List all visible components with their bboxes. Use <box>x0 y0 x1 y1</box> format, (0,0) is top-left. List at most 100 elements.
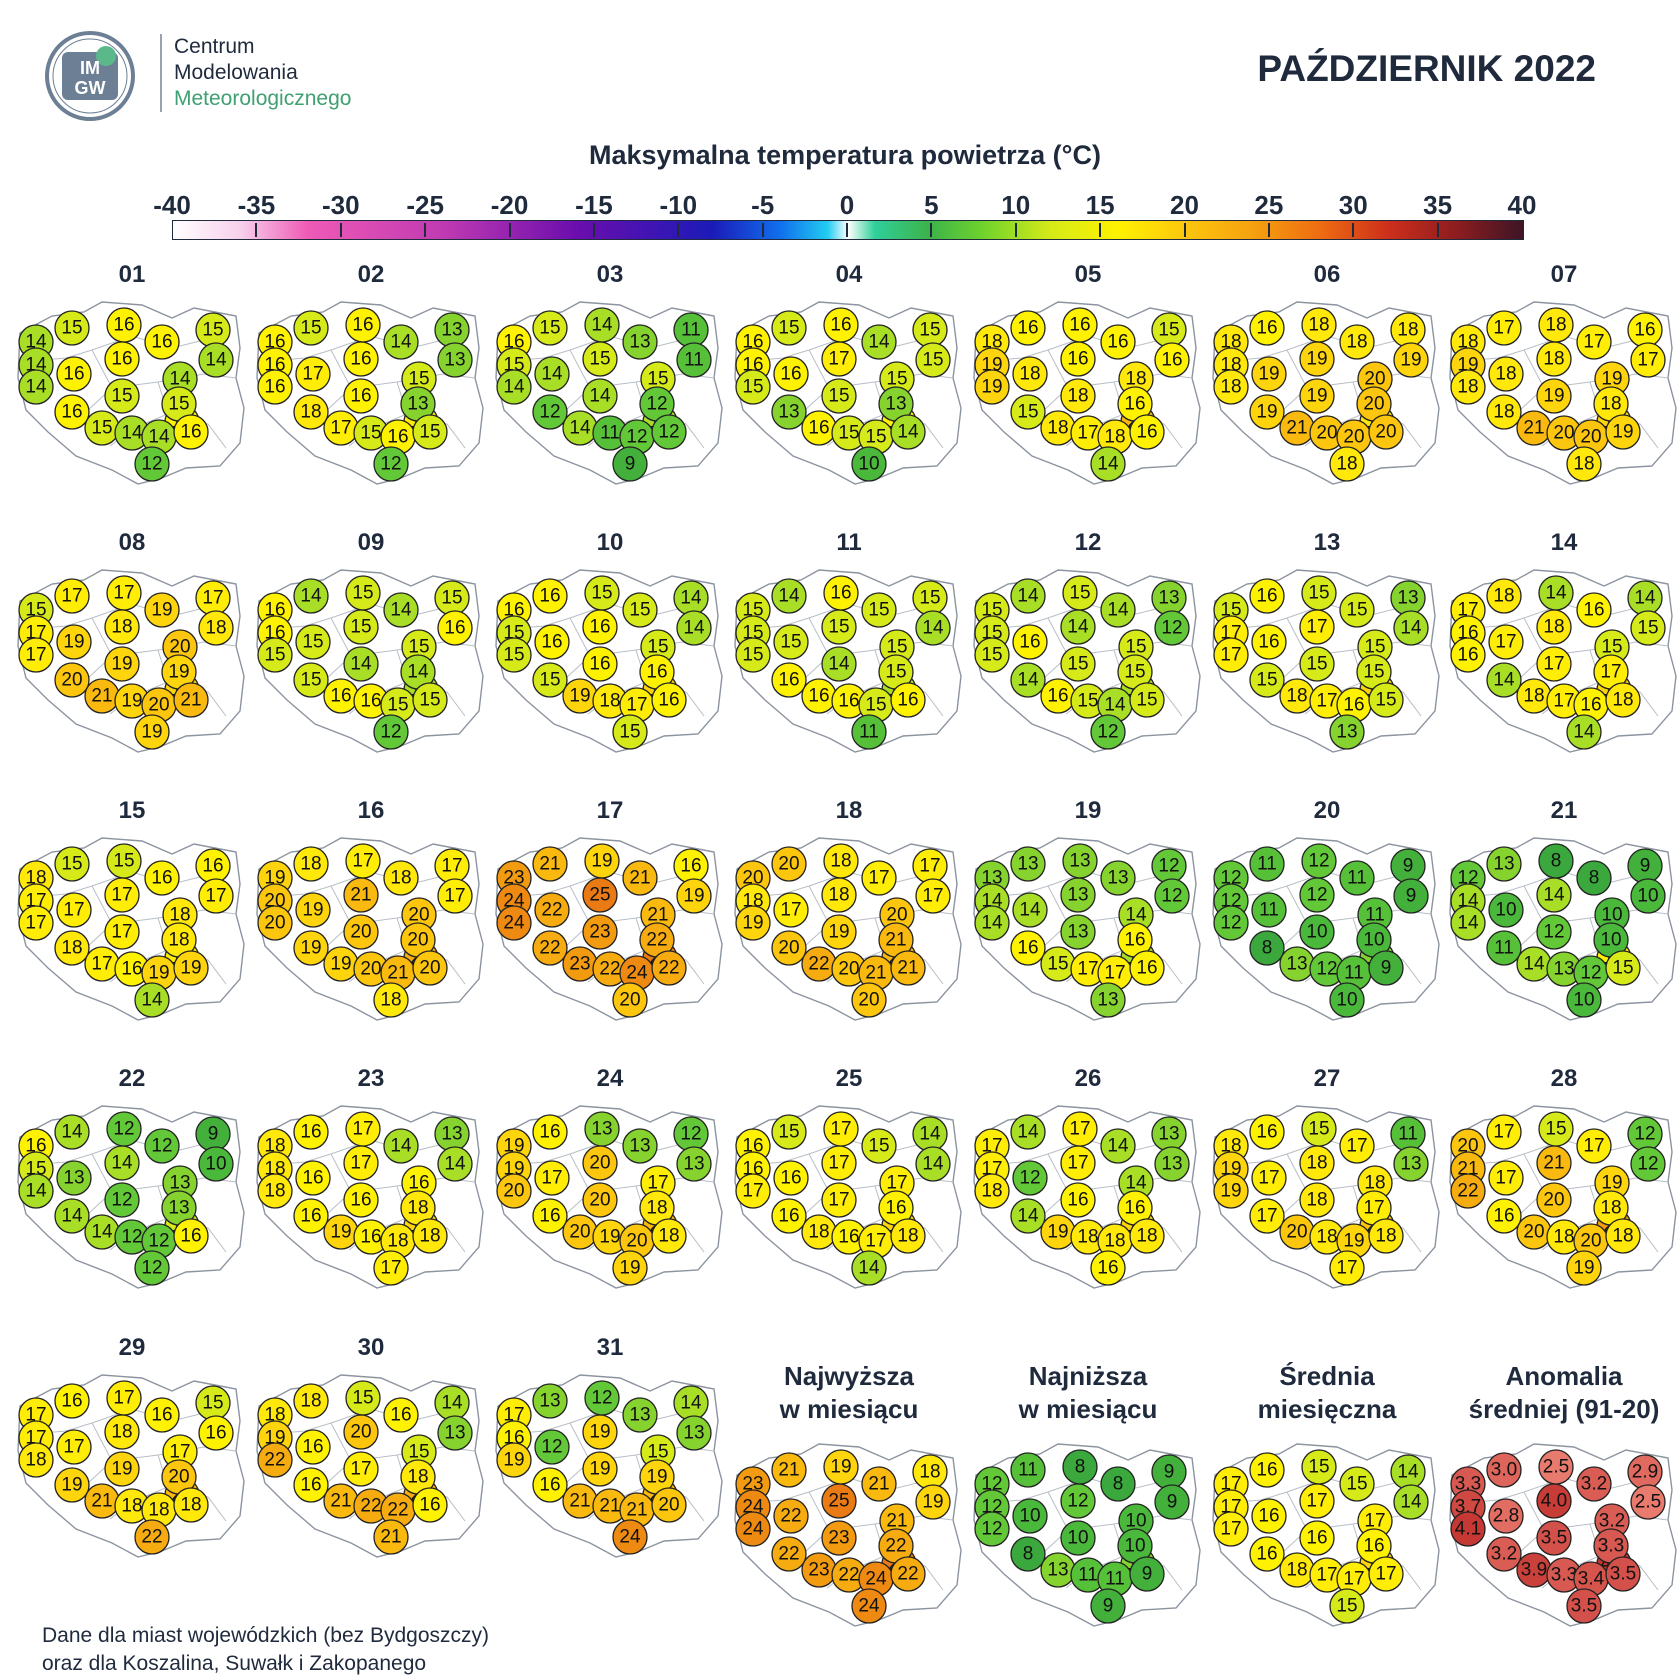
station-value-label: 21 <box>1543 1153 1564 1174</box>
station-value-label: 15 <box>868 1136 889 1157</box>
map-panel: 1718171618171819181918191918182120201918 <box>1449 301 1677 485</box>
station-value-label: 19 <box>111 1459 132 1480</box>
station-value-label: 16 <box>1136 958 1157 979</box>
station-value-label: 12 <box>1543 922 1564 943</box>
station-marker <box>1536 877 1572 913</box>
station-value-label: 13 <box>591 1119 612 1140</box>
station-value-label: 13 <box>1097 990 1118 1011</box>
station-value-label: 15 <box>1308 1457 1329 1478</box>
station-value-label: 16 <box>780 364 801 385</box>
station-value-label: 16 <box>539 1206 560 1227</box>
station-marker <box>54 846 90 882</box>
station-value-label: 15 <box>503 645 524 666</box>
station-value-label: 14 <box>1543 885 1565 906</box>
station-marker <box>295 892 331 928</box>
station-marker <box>1299 341 1335 377</box>
station-value-label: 19 <box>121 691 142 712</box>
station-marker <box>412 682 448 718</box>
map-panel: 1516161514141614161414151615161514141612 <box>17 301 245 485</box>
station-marker <box>173 1218 209 1254</box>
station-marker <box>1486 1536 1522 1572</box>
station-value-label: 19 <box>111 654 132 675</box>
day-label: 31 <box>597 1334 624 1361</box>
station-marker <box>1486 1198 1522 1234</box>
station-value-label: 20 <box>589 1190 610 1211</box>
station-value-label: 17 <box>1316 1565 1337 1586</box>
scale-tick-label: 5 <box>924 190 939 220</box>
station-value-label: 24 <box>742 1519 764 1540</box>
station-value-label: 15 <box>1077 691 1098 712</box>
station-value-label: 20 <box>1543 1190 1564 1211</box>
station-marker <box>1630 610 1666 646</box>
station-value-label: 18 <box>419 1226 440 1247</box>
station-value-label: 19 <box>300 938 321 959</box>
scale-tick-mark <box>1014 223 1017 237</box>
station-marker <box>343 646 379 682</box>
station-marker <box>383 592 419 628</box>
station-value-label: 20 <box>778 938 799 959</box>
station-value-label: 21 <box>1286 418 1307 439</box>
station-marker <box>676 878 712 914</box>
station-value-label: 14 <box>25 377 47 398</box>
station-value-label: 23 <box>742 1474 763 1495</box>
station-marker <box>54 394 90 430</box>
station-marker <box>173 1487 209 1523</box>
station-marker <box>173 682 209 718</box>
station-value-label: 17 <box>865 1231 886 1252</box>
station-marker <box>735 369 771 405</box>
station-marker <box>861 1466 897 1502</box>
station-value-label: 11 <box>1344 963 1364 984</box>
day-label: 06 <box>1314 261 1341 288</box>
station-value-label: 16 <box>264 332 285 353</box>
station-value-label: 20 <box>626 1231 647 1252</box>
station-value-label: 17 <box>828 1153 849 1174</box>
station-marker <box>144 1128 180 1164</box>
station-value-label: 3.2 <box>1599 1511 1625 1532</box>
station-marker <box>54 310 90 346</box>
scale-tick-label: -15 <box>575 190 613 220</box>
station-marker <box>293 662 329 698</box>
station-value-label: 19 <box>148 963 169 984</box>
station-value-label: 15 <box>1067 654 1088 675</box>
station-value-label: 18 <box>658 1226 679 1247</box>
station-value-label: 18 <box>646 1198 667 1219</box>
station-marker <box>257 369 293 405</box>
station-value-label: 15 <box>61 318 82 339</box>
station-value-label: 16 <box>1017 318 1038 339</box>
station-marker <box>412 1487 448 1523</box>
station-marker <box>1213 1173 1249 1209</box>
station-value-label: 10 <box>1601 905 1622 926</box>
station-value-label: 19 <box>1400 350 1421 371</box>
station-marker <box>1450 1173 1486 1209</box>
station-value-label: 14 <box>1634 588 1656 609</box>
station-marker <box>1090 714 1126 750</box>
station-value-label: 14 <box>1545 583 1567 604</box>
station-value-label: 18 <box>1612 690 1633 711</box>
station-marker <box>1536 1520 1572 1556</box>
station-value-label: 17 <box>780 900 801 921</box>
station-value-label: 16 <box>1067 349 1088 370</box>
station-value-label: 15 <box>1125 637 1146 658</box>
station-marker <box>534 892 570 928</box>
station-marker <box>821 1145 857 1181</box>
map-panel: 1815161418132019161522172218162122221621 <box>256 1374 484 1558</box>
station-marker <box>735 637 771 673</box>
station-value-label: 16 <box>1634 320 1655 341</box>
station-value-label: 16 <box>1256 586 1277 607</box>
station-value-label: 21 <box>569 1491 590 1512</box>
station-value-label: 17 <box>444 886 465 907</box>
station-value-label: 14 <box>1125 905 1147 926</box>
station-value-label: 15 <box>302 632 323 653</box>
station-value-label: 20 <box>350 922 371 943</box>
station-marker <box>1536 341 1572 377</box>
station-value-label: 11 <box>1365 905 1385 926</box>
station-value-label: 19 <box>264 868 285 889</box>
station-value-label: 15 <box>629 600 650 621</box>
station-marker <box>54 1467 90 1503</box>
station-marker <box>1566 714 1602 750</box>
station-value-label: 18 <box>828 885 849 906</box>
station-marker <box>383 324 419 360</box>
station-marker <box>1060 877 1096 913</box>
station-marker <box>1010 1536 1046 1572</box>
